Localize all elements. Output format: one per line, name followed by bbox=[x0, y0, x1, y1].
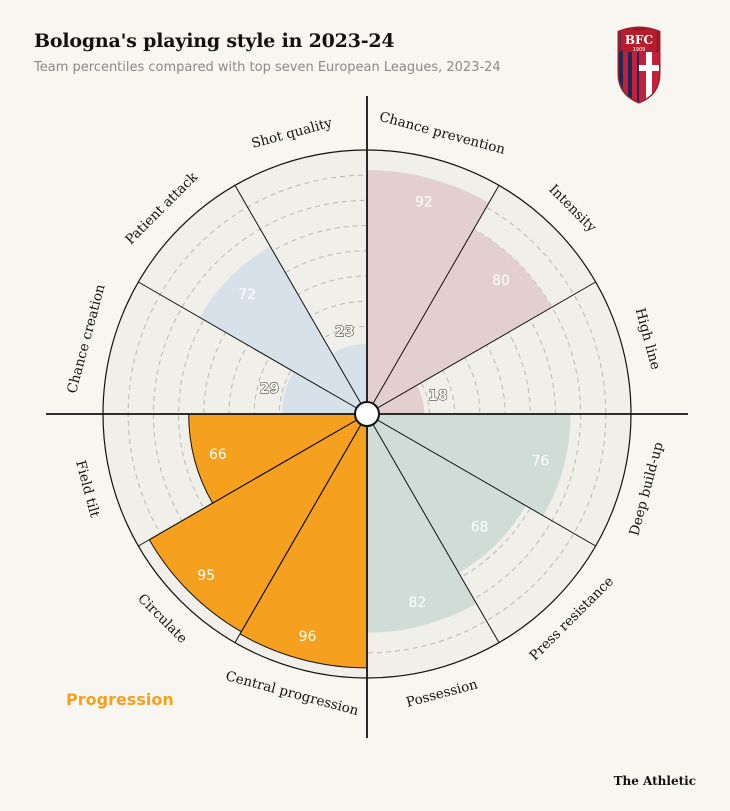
club-crest-icon: BFC 1909 bbox=[617, 26, 661, 104]
chart-value-labels: 92 80 18 76 68 82 96 95 66 29 72 23 bbox=[197, 195, 549, 645]
value-label: 18 bbox=[428, 388, 447, 404]
value-label: 95 bbox=[197, 568, 215, 584]
spoke bbox=[234, 185, 368, 415]
bar-press-resistance bbox=[367, 414, 526, 573]
legend-progression: Progression bbox=[66, 690, 174, 709]
spoke bbox=[366, 185, 500, 415]
value-label: 68 bbox=[471, 520, 489, 536]
spoke bbox=[366, 281, 596, 415]
category-label: Chance creation bbox=[64, 282, 109, 395]
value-label: 80 bbox=[492, 273, 510, 289]
bar-shot-quality bbox=[332, 344, 367, 414]
bar-field-tilt bbox=[188, 413, 369, 504]
spoke bbox=[138, 413, 368, 547]
bar-patient-attack bbox=[199, 246, 367, 414]
value-label: 96 bbox=[299, 629, 317, 645]
crest-text: BFC bbox=[625, 33, 653, 47]
bar-possession bbox=[367, 414, 477, 633]
bar-high-line bbox=[367, 385, 425, 414]
value-label: 72 bbox=[238, 287, 256, 303]
value-label: 92 bbox=[415, 195, 433, 211]
credit: The Athletic bbox=[613, 774, 696, 788]
category-label: Deep build-up bbox=[626, 440, 666, 537]
category-label: High line bbox=[632, 306, 664, 371]
value-label: 82 bbox=[408, 595, 426, 611]
category-label: Possession bbox=[404, 676, 479, 711]
bar-chance-creation bbox=[281, 371, 367, 414]
spoke bbox=[138, 281, 368, 415]
page-title: Bologna's playing style in 2023-24 bbox=[34, 30, 395, 52]
spoke bbox=[234, 413, 368, 643]
spoke bbox=[366, 413, 596, 547]
bar-intensity bbox=[367, 229, 552, 414]
value-label: 76 bbox=[531, 453, 549, 469]
bar-circulate bbox=[148, 412, 369, 633]
value-label: 66 bbox=[209, 447, 227, 463]
category-label: Field tilt bbox=[72, 459, 103, 520]
spoke bbox=[366, 413, 500, 643]
bar-chance-prevention bbox=[367, 170, 489, 414]
page-subtitle: Team percentiles compared with top seven… bbox=[34, 60, 501, 75]
category-label: Shot quality bbox=[250, 115, 335, 152]
bar-deep-build-up bbox=[367, 414, 571, 516]
bar-central-progression bbox=[239, 412, 368, 669]
category-label: Chance prevention bbox=[378, 109, 508, 158]
chart-bars bbox=[148, 170, 571, 669]
center-hub bbox=[354, 401, 380, 427]
value-label: 23 bbox=[335, 324, 354, 340]
crest-year: 1909 bbox=[633, 47, 646, 53]
chart-axes bbox=[46, 96, 688, 738]
value-label: 29 bbox=[260, 381, 279, 397]
